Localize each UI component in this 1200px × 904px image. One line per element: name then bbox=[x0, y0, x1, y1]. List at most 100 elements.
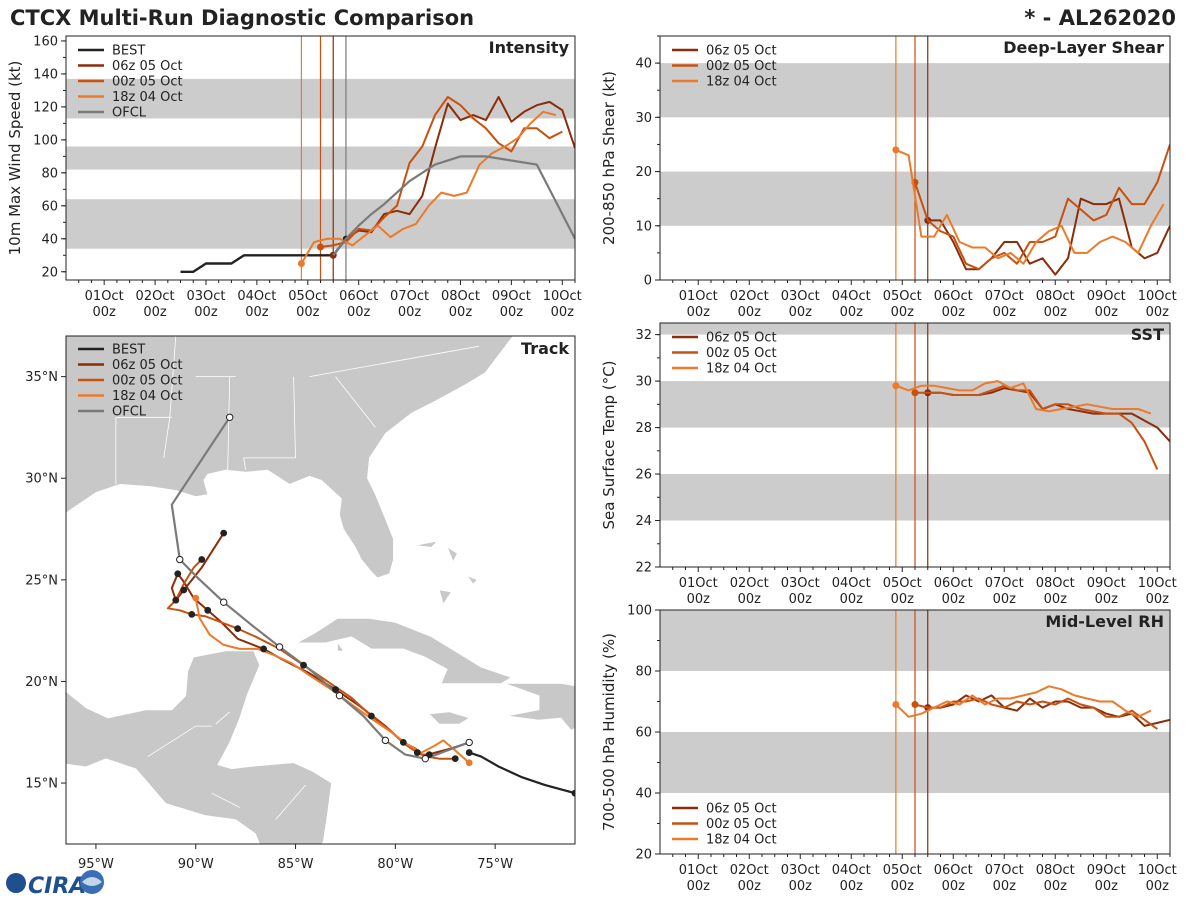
sst-xtick-label: 10Oct bbox=[1138, 576, 1177, 591]
track-point-run_18z bbox=[192, 594, 200, 602]
rh-ytick-label: 20 bbox=[635, 848, 652, 863]
shear-xtick-label: 01Oct bbox=[679, 289, 718, 304]
intensity-ylabel: 10m Max Wind Speed (kt) bbox=[6, 61, 24, 256]
track-point-run_06z bbox=[204, 606, 212, 614]
sst-xtick-sublabel: 00z bbox=[840, 592, 864, 607]
intensity-xtick-sublabel: 00z bbox=[398, 305, 422, 320]
sst-legend-label: 18z 04 Oct bbox=[706, 362, 777, 377]
shear-ylabel: 200-850 hPa Shear (kt) bbox=[600, 71, 618, 245]
track-series-best bbox=[468, 751, 575, 795]
intensity-legend-label: 18z 04 Oct bbox=[112, 90, 183, 105]
track-legend-label: BEST bbox=[112, 343, 145, 358]
land-abaco bbox=[446, 546, 458, 563]
track-point-ofcl bbox=[465, 738, 473, 747]
panel-sst: 22242628303201Oct00z02Oct00z03Oct00z04Oc… bbox=[600, 322, 1177, 607]
shear-xtick-sublabel: 00z bbox=[738, 305, 762, 320]
intensity-legend-label: 06z 05 Oct bbox=[112, 59, 183, 74]
intensity-xtick-label: 10Oct bbox=[543, 289, 582, 304]
track-point-ofcl bbox=[381, 736, 390, 745]
track-point-run_00z bbox=[413, 749, 421, 756]
sst-xtick-label: 02Oct bbox=[730, 576, 769, 591]
track-point-run_18z bbox=[465, 759, 473, 767]
track-point-run_00z bbox=[368, 712, 375, 720]
sst-start-marker-run_18z bbox=[892, 382, 900, 390]
intensity-xtick-label: 09Oct bbox=[492, 289, 531, 304]
shear-title: Deep-Layer Shear bbox=[1003, 38, 1164, 57]
land-eleuthera bbox=[466, 575, 478, 585]
rh-ytick-label: 100 bbox=[627, 604, 652, 619]
sst-xtick-label: 09Oct bbox=[1087, 576, 1126, 591]
figure-title: CTCX Multi-Run Diagnostic Comparison bbox=[10, 6, 474, 30]
shear-xtick-sublabel: 00z bbox=[891, 305, 915, 320]
sst-xtick-sublabel: 00z bbox=[738, 592, 762, 607]
rh-xtick-sublabel: 00z bbox=[891, 879, 915, 894]
track-point-run_06z bbox=[332, 686, 339, 693]
sst-xtick-sublabel: 00z bbox=[687, 592, 711, 607]
rh-series-run_18z bbox=[895, 685, 1152, 718]
intensity-xtick-sublabel: 00z bbox=[449, 305, 473, 320]
rh-xtick-sublabel: 00z bbox=[840, 879, 864, 894]
land-cuba bbox=[296, 618, 512, 684]
land-north-america bbox=[66, 336, 514, 579]
shear-legend-label: 06z 05 Oct bbox=[706, 44, 777, 59]
rh-ytick-label: 40 bbox=[635, 787, 652, 802]
sst-series-run_18z bbox=[895, 380, 1152, 415]
shear-xtick-sublabel: 00z bbox=[993, 305, 1017, 320]
track-point-best bbox=[571, 789, 575, 797]
track-point-run_00z bbox=[234, 625, 242, 633]
track-frame bbox=[65, 335, 576, 845]
intensity-start-marker-run_18z bbox=[297, 260, 305, 268]
panel-track: 95°W 90°W 85°W 80°W 75°W 15°N 20°N 25°N 30°N 35°N… bbox=[25, 335, 576, 872]
panel-shear: 01020304001Oct00z02Oct00z03Oct00z04Oct00… bbox=[600, 35, 1177, 320]
track-series-ofcl bbox=[170, 416, 470, 760]
intensity-xtick-sublabel: 00z bbox=[296, 305, 320, 320]
track-legend-label: 18z 04 Oct bbox=[112, 389, 183, 404]
intensity-xtick-sublabel: 00z bbox=[347, 305, 371, 320]
track-lat-label: 15°N bbox=[25, 777, 58, 792]
rh-xtick-sublabel: 00z bbox=[1044, 879, 1068, 894]
rh-ytick-label: 60 bbox=[635, 726, 652, 741]
shear-xtick-label: 06Oct bbox=[934, 289, 973, 304]
track-lon-label: 85°W bbox=[278, 857, 314, 872]
intensity-xtick-sublabel: 00z bbox=[500, 305, 524, 320]
track-point-ofcl bbox=[219, 598, 228, 606]
track-point-run_00z bbox=[188, 610, 196, 618]
track-point-run_00z bbox=[172, 596, 180, 604]
track-point-ofcl bbox=[176, 555, 184, 564]
intensity-ytick-label: 80 bbox=[41, 166, 58, 181]
shear-xtick-label: 08Oct bbox=[1036, 289, 1075, 304]
shear-plot-area bbox=[660, 36, 1170, 280]
rh-xtick-sublabel: 00z bbox=[687, 879, 711, 894]
shear-series-run_00z bbox=[914, 144, 1170, 271]
track-point-ofcl bbox=[225, 413, 234, 421]
sst-xtick-label: 01Oct bbox=[679, 576, 718, 591]
intensity-plot-area bbox=[66, 36, 575, 280]
state-border bbox=[215, 711, 230, 725]
rh-series-run_00z bbox=[914, 697, 1158, 730]
land-central-america bbox=[66, 650, 332, 844]
svg-text:CIRA: CIRA bbox=[28, 874, 86, 899]
sst-title: SST bbox=[1131, 325, 1164, 344]
sst-series-run_00z bbox=[915, 384, 1159, 470]
sst-xtick-sublabel: 00z bbox=[993, 592, 1017, 607]
state-border bbox=[211, 792, 240, 808]
track-title: Track bbox=[521, 339, 569, 358]
sst-xtick-sublabel: 00z bbox=[942, 592, 966, 607]
land-grand-bahama bbox=[415, 540, 439, 548]
panels-group: 2040608010012014016001Oct00z02Oct00z03Oc… bbox=[6, 34, 1177, 894]
shear-xtick-label: 03Oct bbox=[781, 289, 820, 304]
shear-ytick-label: 20 bbox=[635, 165, 652, 180]
rh-xtick-label: 08Oct bbox=[1036, 863, 1075, 878]
state-border bbox=[227, 376, 231, 471]
sst-xtick-label: 03Oct bbox=[781, 576, 820, 591]
track-point-run_06z bbox=[399, 739, 407, 746]
shear-series-run_18z bbox=[895, 148, 1165, 265]
track-lat-label: 35°N bbox=[25, 370, 58, 385]
track-point-run_06z bbox=[220, 529, 228, 537]
track-point-ofcl bbox=[335, 691, 344, 700]
sst-legend-label: 06z 05 Oct bbox=[706, 331, 777, 346]
rh-xtick-label: 06Oct bbox=[934, 863, 973, 878]
rh-xtick-sublabel: 00z bbox=[789, 879, 813, 894]
track-lon-label: 95°W bbox=[78, 857, 114, 872]
intensity-xtick-sublabel: 00z bbox=[551, 305, 575, 320]
